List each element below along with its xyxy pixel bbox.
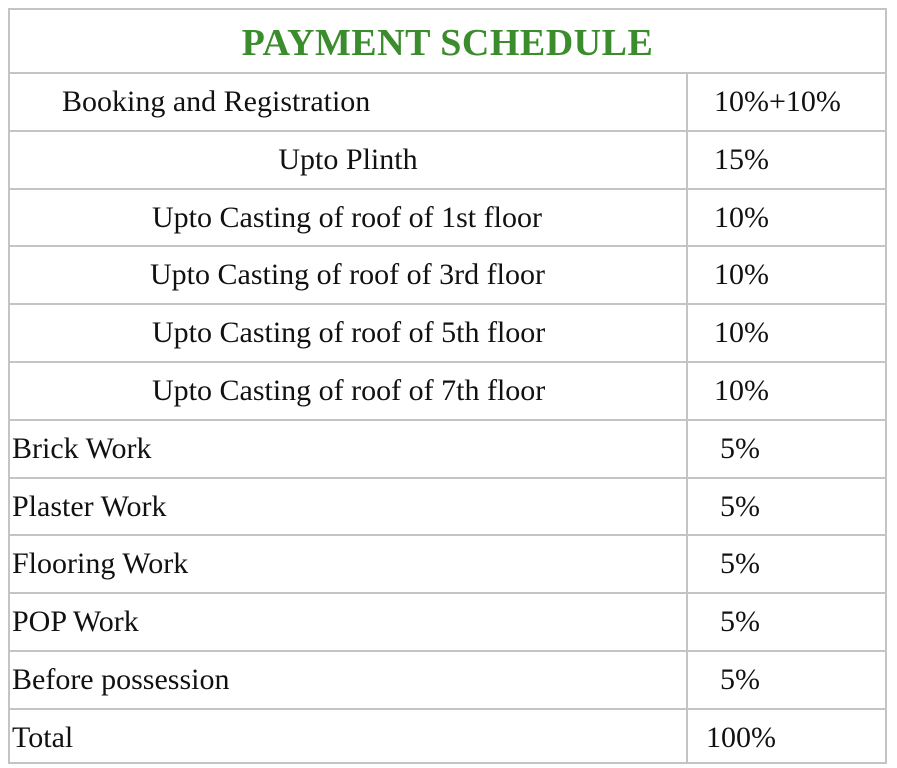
row-border — [10, 361, 885, 363]
table-title: PAYMENT SCHEDULE — [241, 22, 654, 64]
payment-percent: 100% — [706, 720, 776, 754]
stage-label: Brick Work — [12, 431, 152, 465]
row-border — [10, 187, 885, 190]
stage-label: Total — [12, 720, 74, 754]
schedule-table: PAYMENT SCHEDULE Booking and Registratio… — [8, 8, 887, 764]
row-border — [10, 72, 885, 74]
row-border — [10, 592, 885, 595]
stage-label: Upto Plinth — [278, 142, 418, 176]
payment-percent: 10%+10% — [714, 85, 841, 118]
stage-label: POP Work — [12, 605, 139, 639]
row-border — [10, 129, 885, 132]
payment-percent: 5% — [720, 547, 760, 581]
stage-label: Upto Casting of roof of 7th floor — [152, 374, 546, 407]
row-border — [10, 303, 885, 306]
row-border — [10, 707, 885, 710]
payment-percent: 15% — [714, 142, 769, 176]
payment-percent: 5% — [720, 489, 760, 523]
stage-label: Before possession — [12, 663, 230, 696]
payment-percent: 5% — [720, 605, 760, 639]
payment-percent: 10% — [714, 258, 769, 292]
stage-label: Upto Casting of roof of 5th floor — [152, 316, 546, 350]
payment-percent: 10% — [714, 374, 769, 407]
stage-label: Upto Casting of roof of 3rd floor — [150, 258, 545, 292]
column-divider — [686, 74, 688, 762]
payment-percent: 10% — [714, 200, 769, 234]
stage-label: Upto Casting of roof of 1st floor — [152, 200, 542, 234]
stage-label: Booking and Registration — [62, 85, 371, 118]
stage-label: Flooring Work — [12, 547, 189, 581]
row-border — [10, 650, 885, 652]
payment-percent: 5% — [720, 431, 760, 465]
row-border — [10, 418, 885, 421]
stage-label: Plaster Work — [12, 489, 167, 523]
row-border — [10, 476, 885, 479]
row-border — [10, 245, 885, 248]
row-border — [10, 534, 885, 537]
payment-percent: 5% — [720, 663, 760, 696]
payment-percent: 10% — [714, 316, 769, 350]
